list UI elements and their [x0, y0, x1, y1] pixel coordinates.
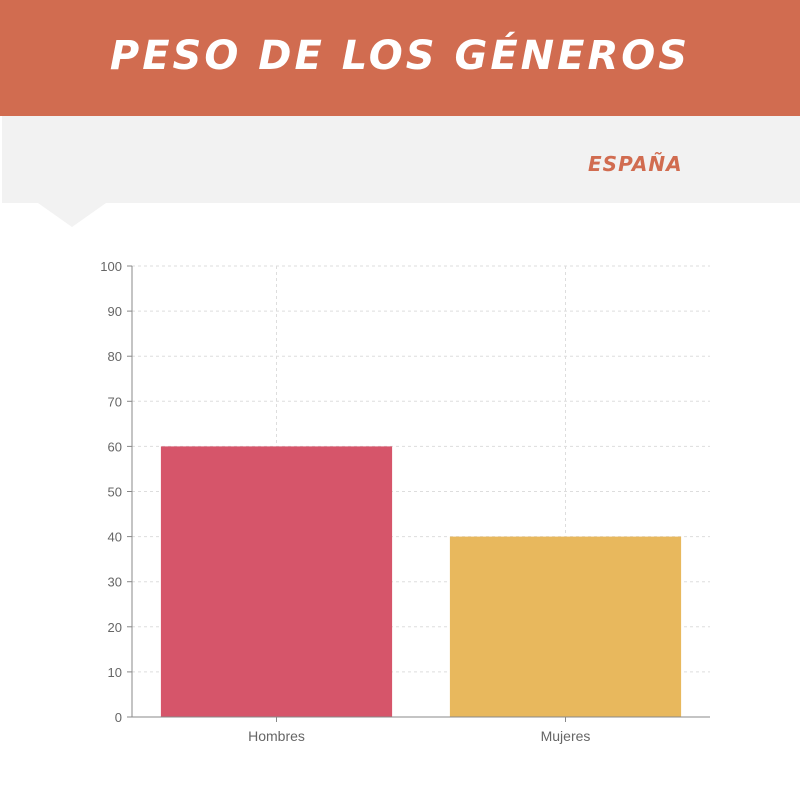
bar-hombres: [160, 446, 393, 717]
page-title: PESO DE LOS GÉNEROS: [109, 33, 691, 79]
y-tick-label: 30: [108, 575, 122, 590]
y-tick-label: 80: [108, 349, 122, 364]
y-tick-label: 60: [108, 439, 122, 454]
y-tick-label: 0: [115, 710, 122, 725]
y-tick-label: 50: [108, 485, 122, 500]
y-tick-label: 100: [100, 259, 122, 274]
y-tick-label: 10: [108, 665, 122, 680]
y-tick-label: 20: [108, 620, 122, 635]
x-tick-label: Mujeres: [541, 728, 591, 744]
y-tick-label: 90: [108, 304, 122, 319]
x-tick-label: Hombres: [248, 728, 305, 744]
y-tick-label: 70: [108, 394, 122, 409]
subtitle-band: [2, 116, 800, 203]
header-banner: [0, 0, 800, 116]
bar-mujeres: [449, 536, 682, 717]
y-tick-label: 40: [108, 530, 122, 545]
subtitle: ESPAÑA: [588, 152, 683, 176]
band-notch: [38, 203, 106, 227]
